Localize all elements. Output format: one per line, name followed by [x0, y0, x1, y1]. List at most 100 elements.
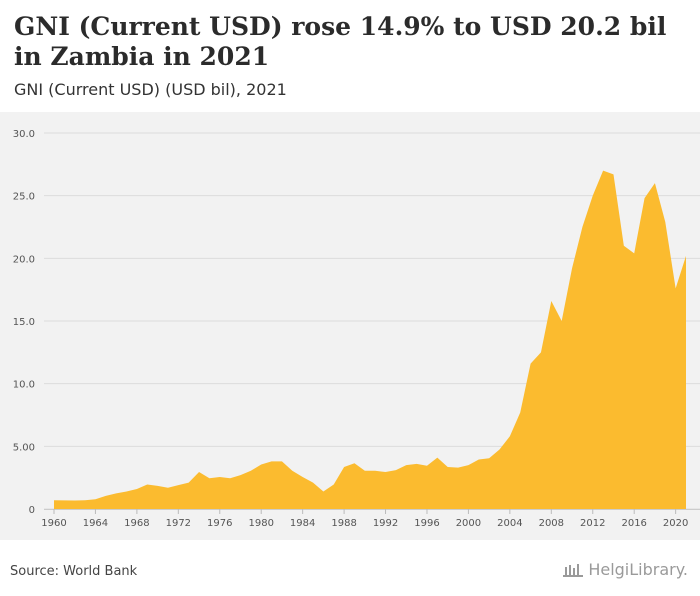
data-point	[351, 460, 357, 466]
data-point	[134, 486, 140, 492]
data-point	[590, 193, 596, 199]
y-tick-label: 25.0	[13, 192, 35, 203]
data-point	[331, 482, 337, 488]
data-point	[113, 490, 119, 496]
data-point	[642, 195, 648, 201]
data-point	[569, 265, 575, 271]
logo-text: HelgiLibrary.	[588, 560, 688, 579]
data-point	[61, 497, 67, 503]
y-axis-ticks: 0 5.00 10.0 15.0 20.0 25.0 30.0	[13, 129, 35, 516]
data-point	[465, 462, 471, 468]
gni-area	[54, 170, 686, 509]
x-tick-label: 2016	[621, 518, 646, 529]
data-point	[289, 468, 295, 474]
data-point	[341, 464, 347, 470]
data-point	[72, 497, 78, 503]
x-tick-label: 1984	[290, 518, 315, 529]
chart-subtitle: GNI (Current USD) (USD bil), 2021	[14, 80, 287, 99]
data-point	[320, 488, 326, 494]
x-tick-label: 1976	[207, 518, 232, 529]
data-point	[455, 465, 461, 471]
data-point	[237, 472, 243, 478]
data-point	[683, 253, 689, 259]
x-axis-ticks: 1960 1964 1968 1972 1976 1980 1984 1988 1992 1996…	[41, 509, 700, 529]
y-tick-label: 10.0	[13, 380, 35, 391]
x-tick-label: 1960	[41, 518, 66, 529]
data-point	[403, 462, 409, 468]
data-point	[310, 480, 316, 486]
data-point	[673, 285, 679, 291]
data-point	[486, 455, 492, 461]
header: GNI (Current USD) rose 14.9% to USD 20.2…	[0, 0, 700, 112]
data-point	[528, 361, 534, 367]
y-tick-label: 5.00	[13, 442, 35, 453]
grid-lines	[44, 132, 700, 510]
data-point	[269, 458, 275, 464]
data-point	[621, 243, 627, 249]
y-tick-label: 15.0	[13, 317, 35, 328]
data-point	[476, 456, 482, 462]
x-tick-label: 1964	[83, 518, 108, 529]
data-point	[662, 219, 668, 225]
library-columns-icon	[563, 563, 584, 577]
data-point	[372, 468, 378, 474]
data-point	[217, 474, 223, 480]
data-point	[424, 463, 430, 469]
data-point	[579, 224, 585, 230]
data-point	[227, 475, 233, 481]
data-point	[652, 180, 658, 186]
data-point	[124, 488, 130, 494]
data-point	[507, 433, 513, 439]
data-point	[383, 469, 389, 475]
data-point	[175, 482, 181, 488]
y-tick-label: 30.0	[13, 129, 35, 140]
data-point	[155, 483, 161, 489]
x-tick-label: 1972	[166, 518, 191, 529]
data-point	[92, 496, 98, 502]
data-point	[445, 464, 451, 470]
data-point	[248, 468, 254, 474]
data-point	[393, 467, 399, 473]
y-tick-label: 0	[29, 505, 35, 516]
data-point	[279, 458, 285, 464]
data-point	[51, 497, 57, 503]
x-tick-label: 1980	[248, 518, 273, 529]
source-text: Source: World Bank	[10, 564, 138, 579]
data-point	[600, 168, 606, 174]
data-point	[196, 469, 202, 475]
helgi-library-logo: HelgiLibrary.	[562, 560, 688, 579]
x-tick-label: 1968	[124, 518, 149, 529]
x-tick-label: 2012	[580, 518, 605, 529]
data-point	[631, 250, 637, 256]
data-point	[517, 409, 523, 415]
data-point	[82, 497, 88, 503]
data-point	[362, 468, 368, 474]
data-point	[258, 462, 264, 468]
x-tick-label: 2008	[539, 518, 564, 529]
data-point	[610, 171, 616, 177]
data-point	[144, 482, 150, 488]
x-tick-label: 2000	[456, 518, 481, 529]
chart-title: GNI (Current USD) rose 14.9% to USD 20.2…	[14, 12, 667, 71]
y-tick-label: 20.0	[13, 254, 35, 265]
data-point	[559, 318, 565, 324]
data-point	[538, 349, 544, 355]
x-tick-label: 1988	[331, 518, 356, 529]
data-point	[300, 474, 306, 480]
data-point	[206, 475, 212, 481]
footer: Source: World Bank HelgiLibrary.	[0, 540, 700, 596]
data-point	[497, 446, 503, 452]
x-tick-label: 2004	[497, 518, 522, 529]
chart-area: 0 5.00 10.0 15.0 20.0 25.0 30.0 1960 1964 1968 19…	[0, 112, 700, 540]
x-tick-label: 1996	[414, 518, 439, 529]
area-series	[51, 168, 689, 509]
x-tick-label: 1992	[373, 518, 398, 529]
x-tick-label: 2020	[663, 518, 688, 529]
data-point	[414, 461, 420, 467]
data-point	[165, 485, 171, 491]
data-point	[548, 298, 554, 304]
data-point	[186, 480, 192, 486]
data-point	[103, 493, 109, 499]
data-point	[434, 455, 440, 461]
